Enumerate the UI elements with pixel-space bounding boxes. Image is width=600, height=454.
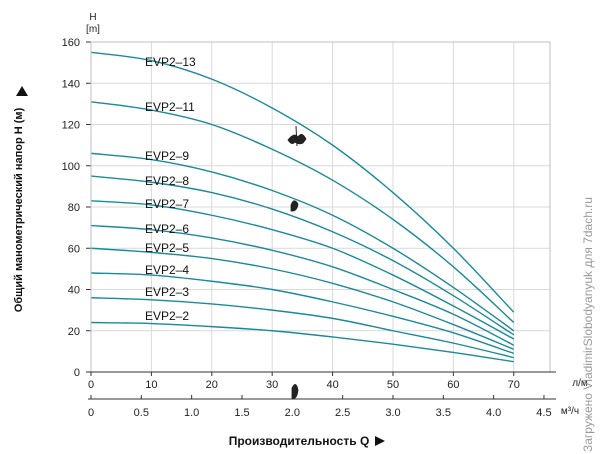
x-tick-label-m3h: 2.5 <box>335 407 350 419</box>
x-unit-lpm: л/м <box>572 378 588 389</box>
x-tick-label-m3h: 0.5 <box>134 407 149 419</box>
y-title-arrow-icon <box>16 86 28 96</box>
curve-EVP2–5 <box>90 247 515 350</box>
performance-curves <box>90 51 515 363</box>
x-tick-label-lpm: 0 <box>88 379 94 391</box>
series-label: EVP2–13 <box>145 55 196 69</box>
x-tick-label-lpm: 60 <box>447 379 459 391</box>
y-tick-label: 160 <box>62 37 80 49</box>
x-tick-label-m3h: 4.5 <box>536 407 551 419</box>
series-labels: EVP2–13 EVP2–11 EVP2–9 EVP2–8 EVP2–7 EVP2–6 EV… <box>145 55 196 323</box>
x-tick-label-m3h: 2.0 <box>285 407 300 419</box>
curve-EVP2–11 <box>90 101 515 324</box>
series-label: EVP2–3 <box>145 285 189 299</box>
y-tick-label: 100 <box>62 161 80 173</box>
series-label: EVP2–5 <box>145 241 189 255</box>
curve-EVP2–6 <box>90 224 515 346</box>
x-tick-label-m3h: 0 <box>88 407 94 419</box>
x-tick-label-m3h: 1.5 <box>234 407 249 419</box>
series-label: EVP2–4 <box>145 263 189 277</box>
x-tick-labels-lpm: 0 10 20 30 40 50 60 70 <box>88 372 520 391</box>
x-tick-label-lpm: 50 <box>387 379 399 391</box>
series-label: EVP2–9 <box>145 149 189 163</box>
y-unit-bottom: [m] <box>86 24 100 35</box>
curve-EVP2–13 <box>90 51 515 313</box>
x-title-arrow-icon <box>375 436 385 446</box>
series-label: EVP2–7 <box>145 197 189 211</box>
x-tick-label-lpm: 10 <box>145 379 157 391</box>
curve-EVP2–8 <box>90 175 515 336</box>
curve-EVP2–3 <box>90 297 514 359</box>
y-tick-label: 20 <box>68 326 80 338</box>
series-label: EVP2–8 <box>145 174 189 188</box>
x-tick-labels-m3h: 0 0.5 1.0 1.5 2.0 2.5 3.0 3.5 4.0 4.5 <box>88 395 552 419</box>
y-unit-top: H <box>89 12 96 23</box>
series-label: EVP2–11 <box>145 100 195 114</box>
series-label: EVP2–6 <box>145 222 189 236</box>
watermark: Загружено VladimirSlobodyanyuk для 7dach… <box>581 197 595 452</box>
y-tick-label: 60 <box>68 243 80 255</box>
x-tick-label-lpm: 30 <box>266 379 278 391</box>
y-tick-label: 80 <box>68 202 80 214</box>
grid <box>91 42 550 372</box>
pen-mark-icon <box>287 125 307 399</box>
x-tick-label-lpm: 70 <box>508 379 520 391</box>
x-tick-label-lpm: 20 <box>206 379 218 391</box>
curve-EVP2–7 <box>90 200 515 340</box>
y-axis-title: Общий манометрический напор H (м) <box>13 107 25 312</box>
y-tick-label: 140 <box>62 78 80 90</box>
x-tick-label-m3h: 3.5 <box>436 407 451 419</box>
y-tick-label: 0 <box>74 367 80 379</box>
x-tick-label-m3h: 3.0 <box>385 407 400 419</box>
x-tick-label-m3h: 1.0 <box>184 407 199 419</box>
x-tick-label-m3h: 4.0 <box>486 407 501 419</box>
y-tick-label: 120 <box>62 120 80 132</box>
x-axis-title: Производительность Q <box>229 434 370 448</box>
y-tick-label: 40 <box>68 285 80 297</box>
series-label: EVP2–2 <box>145 309 189 323</box>
x-unit-m3h: м³/ч <box>561 406 579 417</box>
curve-EVP2–4 <box>90 272 514 355</box>
x-tick-label-lpm: 40 <box>326 379 338 391</box>
y-tick-labels: 0 20 40 60 80 100 120 140 160 <box>62 37 91 379</box>
curve-EVP2–9 <box>90 152 515 332</box>
curve-EVP2–2 <box>90 321 514 363</box>
